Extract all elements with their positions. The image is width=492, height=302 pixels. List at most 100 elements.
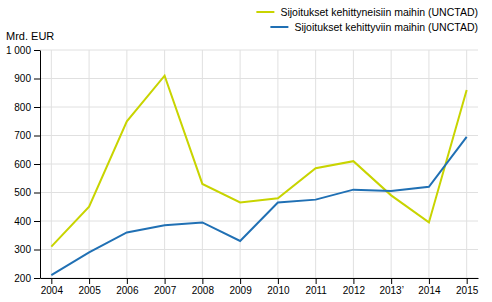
tick-mark bbox=[429, 278, 430, 284]
tick-label: 300 bbox=[14, 244, 31, 255]
grid-line bbox=[353, 50, 354, 278]
grid-line bbox=[40, 78, 478, 79]
tick-mark bbox=[467, 278, 468, 284]
x-axis: 2004 2005 2006 2007 2008 2009 2010 2011 2012 2013… bbox=[41, 278, 479, 296]
tick-label: 400 bbox=[14, 216, 31, 227]
tick: 2009 bbox=[229, 278, 252, 296]
tick-label: 600 bbox=[14, 159, 31, 170]
tick-mark bbox=[34, 164, 40, 165]
grid-line bbox=[466, 50, 467, 278]
tick-label: 500 bbox=[14, 187, 31, 198]
tick-mark bbox=[34, 50, 40, 51]
tick: 2015 bbox=[456, 278, 479, 296]
lines bbox=[51, 76, 466, 276]
grid-line bbox=[428, 50, 429, 278]
tick-mark bbox=[34, 79, 40, 80]
series-line bbox=[51, 137, 466, 275]
tick: 400 bbox=[14, 216, 40, 227]
tick: 2013’ bbox=[379, 278, 403, 296]
legend-item: Sijoitukset kehittyneisiin maihin (UNCTA… bbox=[256, 6, 478, 18]
tick-label: 2008 bbox=[192, 285, 215, 296]
grid-line bbox=[40, 192, 478, 193]
tick-mark bbox=[240, 278, 241, 284]
tick-label: 700 bbox=[14, 130, 31, 141]
tick-mark bbox=[34, 107, 40, 108]
grid-line bbox=[89, 50, 90, 278]
tick-label: 1 000 bbox=[6, 45, 31, 56]
tick-label: 2007 bbox=[154, 285, 177, 296]
tick: 900 bbox=[14, 73, 40, 84]
tick-label: 800 bbox=[14, 102, 31, 113]
tick: 2010 bbox=[267, 278, 290, 296]
tick-label: 2010 bbox=[267, 285, 290, 296]
tick-label: 2012 bbox=[343, 285, 366, 296]
tick-mark bbox=[51, 278, 52, 284]
tick: 2006 bbox=[116, 278, 139, 296]
tick-mark bbox=[391, 278, 392, 284]
grid-line bbox=[40, 50, 478, 51]
tick-mark bbox=[34, 250, 40, 251]
tick: 500 bbox=[14, 187, 40, 198]
legend: Sijoitukset kehittyneisiin maihin (UNCTA… bbox=[256, 6, 478, 33]
tick: 2005 bbox=[78, 278, 101, 296]
grid-line bbox=[277, 50, 278, 278]
grid-line bbox=[126, 50, 127, 278]
grid-line bbox=[40, 107, 478, 108]
legend-swatch bbox=[256, 11, 274, 13]
tick-label: 2015 bbox=[456, 285, 479, 296]
tick: 200 bbox=[14, 273, 40, 284]
legend-label: Sijoitukset kehittyviin maihin (UNCTAD) bbox=[294, 21, 478, 33]
grid-line bbox=[40, 278, 478, 279]
tick: 700 bbox=[14, 130, 40, 141]
tick-mark bbox=[278, 278, 279, 284]
legend-label: Sijoitukset kehittyneisiin maihin (UNCTA… bbox=[280, 6, 478, 18]
tick: 800 bbox=[14, 102, 40, 113]
grid-line bbox=[40, 164, 478, 165]
tick-mark bbox=[34, 221, 40, 222]
legend-swatch bbox=[270, 26, 288, 28]
grid-line bbox=[51, 50, 52, 278]
tick: 2007 bbox=[154, 278, 177, 296]
grid-line bbox=[391, 50, 392, 278]
tick: 2012 bbox=[343, 278, 366, 296]
tick-label: 2013’ bbox=[379, 285, 403, 296]
tick: 600 bbox=[14, 159, 40, 170]
tick-label: 2014 bbox=[418, 285, 441, 296]
tick-label: 2006 bbox=[116, 285, 139, 296]
tick-label: 2005 bbox=[78, 285, 101, 296]
tick-label: 900 bbox=[14, 73, 31, 84]
chart: 2004 2005 2006 2007 2008 2009 2010 2011 2012 2013… bbox=[0, 0, 492, 302]
tick-label: 200 bbox=[14, 273, 31, 284]
tick-mark bbox=[316, 278, 317, 284]
tick: 2008 bbox=[192, 278, 215, 296]
tick-mark bbox=[202, 278, 203, 284]
tick: 300 bbox=[14, 244, 40, 255]
axis-line bbox=[40, 51, 41, 279]
grid-line bbox=[315, 50, 316, 278]
axis-title: Mrd. EUR bbox=[6, 30, 54, 42]
grid-line bbox=[164, 50, 165, 278]
tick-mark bbox=[34, 193, 40, 194]
axis-line bbox=[41, 278, 479, 279]
grid bbox=[40, 50, 478, 278]
legend-item: Sijoitukset kehittyviin maihin (UNCTAD) bbox=[270, 21, 478, 33]
grid-line bbox=[40, 135, 478, 136]
grid-line bbox=[240, 50, 241, 278]
tick: 2004 bbox=[41, 278, 64, 296]
tick: 1 000 bbox=[6, 45, 40, 56]
tick-mark bbox=[34, 136, 40, 137]
tick-mark bbox=[353, 278, 354, 284]
tick-label: 2009 bbox=[229, 285, 252, 296]
grid-line bbox=[40, 249, 478, 250]
tick-label: 2004 bbox=[41, 285, 64, 296]
tick-mark bbox=[34, 278, 40, 279]
tick-mark bbox=[89, 278, 90, 284]
tick: 2014 bbox=[418, 278, 441, 296]
tick-mark bbox=[127, 278, 128, 284]
y-axis: 200 300 400 500 600 700 800 900 1 000 bbox=[6, 45, 41, 284]
grid-line bbox=[202, 50, 203, 278]
plot: 2004 2005 2006 2007 2008 2009 2010 2011 2012 2013… bbox=[6, 45, 479, 296]
tick-mark bbox=[165, 278, 166, 284]
tick-label: 2011 bbox=[305, 285, 327, 296]
tick: 2011 bbox=[305, 278, 327, 296]
